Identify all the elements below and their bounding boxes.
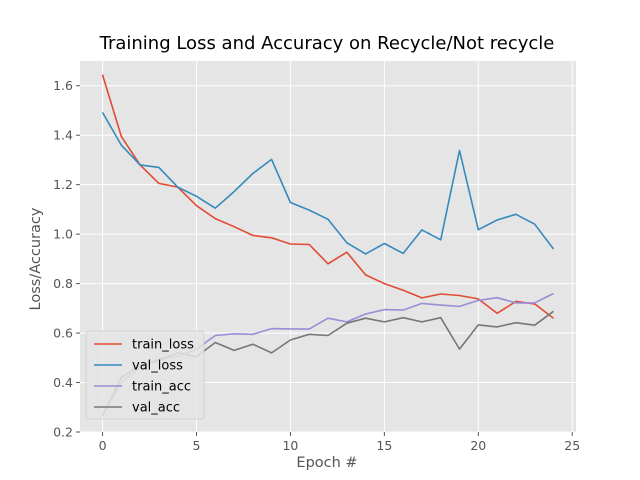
legend-label-train-loss: train_loss [132,338,194,353]
y-axis-label: Loss/Accuracy [28,207,44,310]
series-line-val-loss [101,112,555,255]
x-axis-ticks: 0 5 10 15 20 25 [99,432,580,453]
y-tick-label: 0.4 [53,375,73,390]
y-tick-label: 0.8 [53,276,73,291]
x-tick-label: 25 [564,438,580,453]
legend-label-train-acc: train_acc [132,380,191,395]
y-tick-label: 1.0 [53,227,73,242]
chart-title: Training Loss and Accuracy on Recycle/No… [99,33,555,54]
y-tick-label: 0.2 [53,425,73,440]
legend-box [85,330,205,420]
x-tick-label: 5 [193,438,201,453]
y-axis-ticks: 0.2 0.4 0.6 0.8 1.0 1.2 1.4 1.6 [53,78,80,440]
x-tick-label: 15 [376,438,392,453]
x-axis-label: Epoch # [296,455,357,471]
legend-label-val-acc: val_acc [132,401,180,416]
legend-label-val-loss: val_loss [132,359,183,374]
y-tick-label: 1.2 [53,177,73,192]
x-tick-label: 20 [470,438,486,453]
x-tick-label: 0 [99,438,107,453]
legend: train_loss val_loss train_acc val_acc [85,330,205,420]
y-tick-label: 1.6 [53,78,73,93]
y-tick-label: 0.6 [53,326,73,341]
x-tick-label: 10 [282,438,298,453]
y-tick-label: 1.4 [53,128,73,143]
